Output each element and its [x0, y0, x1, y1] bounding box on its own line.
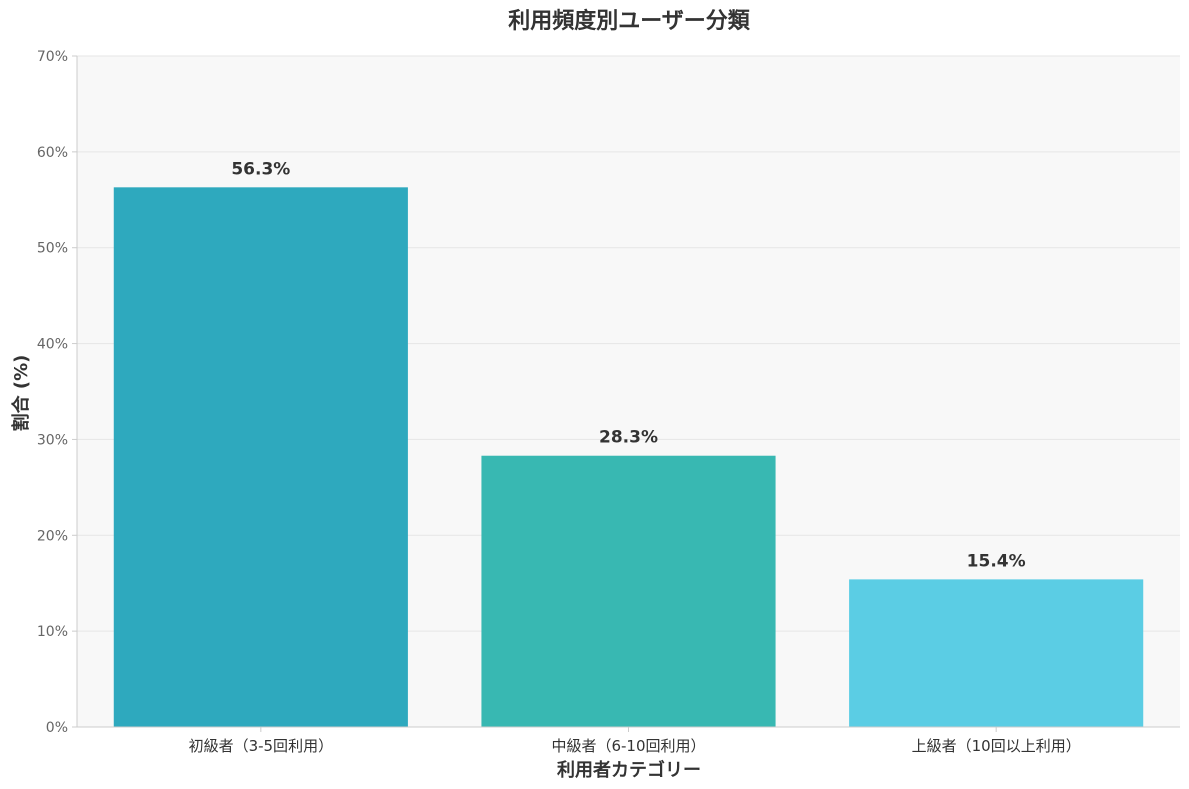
x-tick-label: 中級者（6-10回利用） [551, 737, 705, 755]
bar [849, 579, 1144, 727]
y-tick-label: 10% [37, 624, 68, 640]
y-tick-label: 70% [37, 49, 68, 65]
bars [113, 187, 1144, 727]
x-axis-ticks: 初級者（3-5回利用） 中級者（6-10回利用） 上級者（10回以上利用） [189, 727, 1081, 755]
x-axis-title: 利用者カテゴリー [557, 759, 701, 781]
y-tick-label: 0% [46, 720, 68, 736]
y-tick-label: 30% [37, 432, 68, 448]
bar [481, 455, 776, 727]
chart-title: 利用頻度別ユーザー分類 [508, 8, 751, 34]
y-axis-title: 割合 (%) [10, 355, 32, 432]
bar-value-label: 56.3% [231, 159, 290, 179]
bar-value-labels: 56.3% 28.3% 15.4% [231, 159, 1025, 571]
y-tick-label: 40% [37, 337, 68, 353]
bar-value-label: 28.3% [599, 428, 658, 448]
y-tick-label: 60% [37, 145, 68, 161]
bar-value-label: 15.4% [967, 551, 1026, 571]
y-tick-label: 20% [37, 528, 68, 544]
y-axis-ticks: 0% 10% 20% 30% 40% 50% 60% 70% [37, 49, 77, 736]
bar [113, 187, 408, 727]
x-tick-label: 上級者（10回以上利用） [912, 737, 1081, 755]
x-tick-label: 初級者（3-5回利用） [189, 737, 334, 755]
y-tick-label: 50% [37, 241, 68, 257]
